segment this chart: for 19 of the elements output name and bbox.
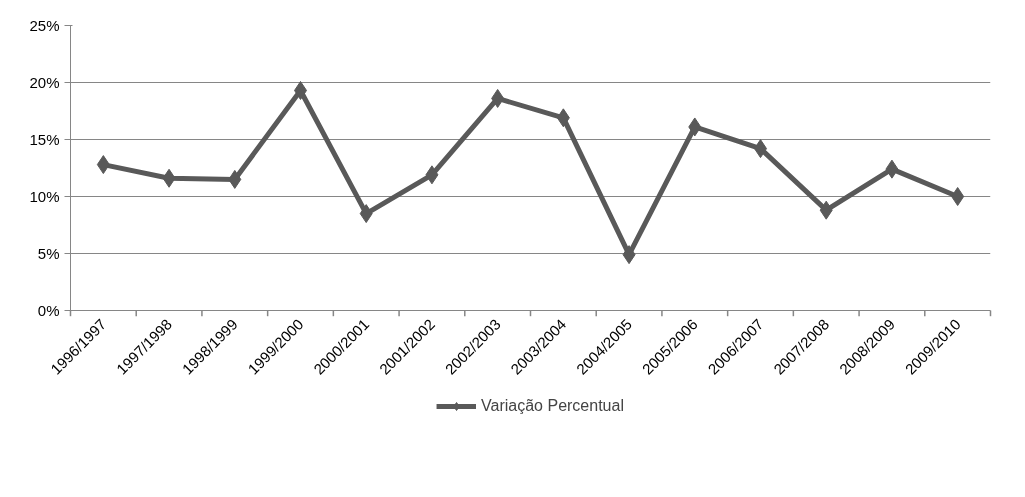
point bbox=[228, 169, 242, 189]
point bbox=[96, 155, 110, 175]
point bbox=[819, 200, 833, 220]
point bbox=[359, 204, 373, 224]
point bbox=[556, 108, 570, 128]
legend-label: Variação Percentual bbox=[481, 397, 624, 415]
point bbox=[688, 117, 702, 137]
y-tick-label: 25% bbox=[29, 17, 60, 34]
point bbox=[425, 165, 439, 185]
y-tick-label: 10% bbox=[29, 188, 60, 205]
y-tick-label: 0% bbox=[37, 302, 60, 319]
y-tick-label: 20% bbox=[29, 74, 60, 91]
point bbox=[951, 187, 965, 206]
y-tick-label: 5% bbox=[37, 245, 60, 262]
point bbox=[622, 245, 636, 265]
point bbox=[885, 159, 899, 179]
point bbox=[491, 88, 505, 108]
y-tick-label: 15% bbox=[29, 131, 60, 148]
point bbox=[162, 168, 176, 188]
